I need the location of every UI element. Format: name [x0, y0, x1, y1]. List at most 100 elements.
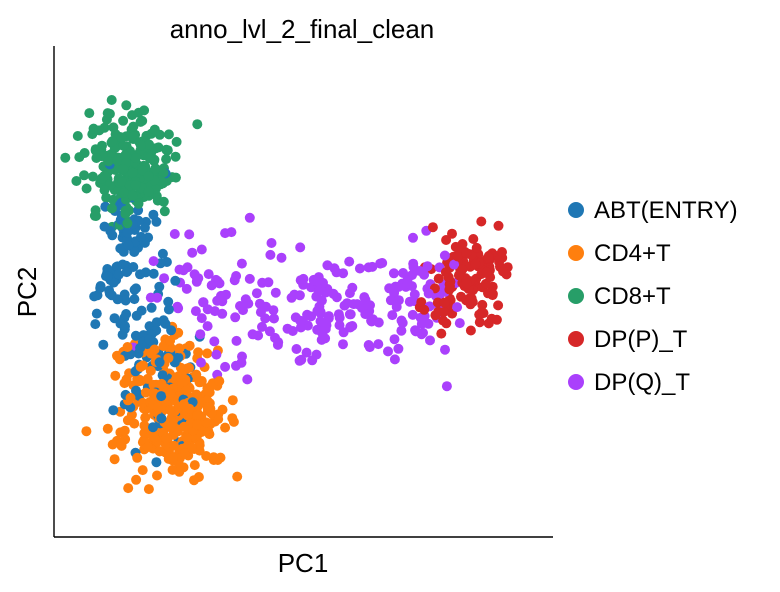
data-point: [127, 190, 138, 201]
data-point: [112, 294, 123, 305]
data-point: [264, 326, 275, 337]
data-point: [148, 379, 159, 390]
data-point: [334, 312, 345, 323]
data-point: [203, 269, 214, 280]
data-point: [119, 425, 130, 436]
data-point: [157, 248, 168, 259]
data-point: [180, 448, 190, 459]
data-point: [140, 412, 151, 423]
data-point: [150, 163, 161, 174]
data-point: [120, 150, 130, 161]
data-point: [226, 227, 237, 238]
data-point: [427, 222, 438, 233]
data-point: [184, 403, 195, 414]
data-point: [449, 259, 460, 270]
data-point: [295, 242, 306, 253]
data-point: [436, 328, 447, 339]
data-point: [393, 343, 404, 354]
data-point: [363, 340, 374, 350]
data-point: [103, 156, 114, 167]
data-point: [215, 452, 226, 463]
data-point: [477, 299, 488, 310]
data-point: [115, 243, 126, 254]
data-point: [129, 284, 140, 295]
data-point: [342, 298, 353, 309]
data-point: [344, 309, 355, 320]
data-point: [416, 297, 427, 308]
data-point: [135, 116, 146, 127]
data-point: [260, 313, 271, 324]
data-point: [148, 209, 159, 220]
data-point: [270, 287, 281, 298]
data-point: [366, 315, 377, 326]
data-point: [440, 344, 450, 355]
data-point: [154, 357, 165, 368]
data-point: [320, 333, 331, 344]
data-point: [143, 484, 154, 495]
data-point: [206, 380, 217, 391]
data-point: [251, 288, 262, 299]
data-point: [295, 315, 306, 326]
data-point: [151, 317, 162, 328]
data-point: [345, 322, 356, 333]
data-point: [169, 229, 180, 239]
data-point: [74, 152, 85, 163]
data-point: [176, 369, 187, 380]
data-point: [315, 308, 326, 319]
data-point: [107, 136, 118, 147]
data-point: [192, 119, 203, 130]
data-point: [189, 475, 199, 486]
data-point: [156, 391, 167, 402]
data-point: [105, 289, 116, 299]
data-point: [168, 440, 179, 451]
data-point: [71, 176, 82, 186]
data-point: [117, 177, 127, 187]
data-point: [173, 352, 184, 363]
data-point: [151, 457, 162, 468]
data-point: [422, 261, 433, 272]
data-point: [498, 266, 509, 277]
data-point: [156, 413, 167, 424]
data-point: [159, 206, 170, 217]
data-point: [287, 326, 298, 336]
data-point: [184, 229, 195, 240]
legend-label-cd4-t: CD4+T: [594, 240, 671, 267]
data-point: [487, 290, 498, 301]
data-point: [444, 284, 455, 295]
data-point: [109, 454, 120, 465]
data-point: [236, 258, 247, 269]
data-point: [383, 346, 393, 357]
data-point: [171, 136, 182, 147]
data-point: [229, 275, 240, 286]
data-point: [194, 440, 205, 451]
data-point: [307, 355, 318, 366]
data-point: [102, 423, 113, 434]
data-point: [410, 265, 421, 276]
data-point: [365, 300, 375, 311]
data-point: [360, 309, 371, 320]
data-point: [253, 330, 264, 341]
data-point: [470, 259, 481, 269]
data-point: [476, 216, 487, 227]
data-point: [478, 308, 489, 319]
data-point: [438, 315, 449, 326]
data-point: [409, 289, 420, 300]
data-point: [121, 267, 132, 278]
data-point: [388, 268, 399, 279]
data-point: [99, 185, 110, 196]
data-point: [227, 395, 238, 406]
data-point: [137, 465, 148, 476]
data-point: [127, 167, 138, 178]
data-point: [309, 275, 320, 286]
data-point: [269, 313, 279, 324]
data-point: [266, 238, 277, 248]
data-point: [94, 125, 105, 136]
data-point: [217, 296, 228, 307]
data-point: [276, 252, 287, 263]
data-point: [397, 317, 408, 328]
data-point: [193, 347, 204, 358]
data-point: [81, 183, 92, 194]
data-point: [387, 310, 398, 321]
data-point: [166, 325, 177, 336]
data-point: [170, 275, 181, 286]
